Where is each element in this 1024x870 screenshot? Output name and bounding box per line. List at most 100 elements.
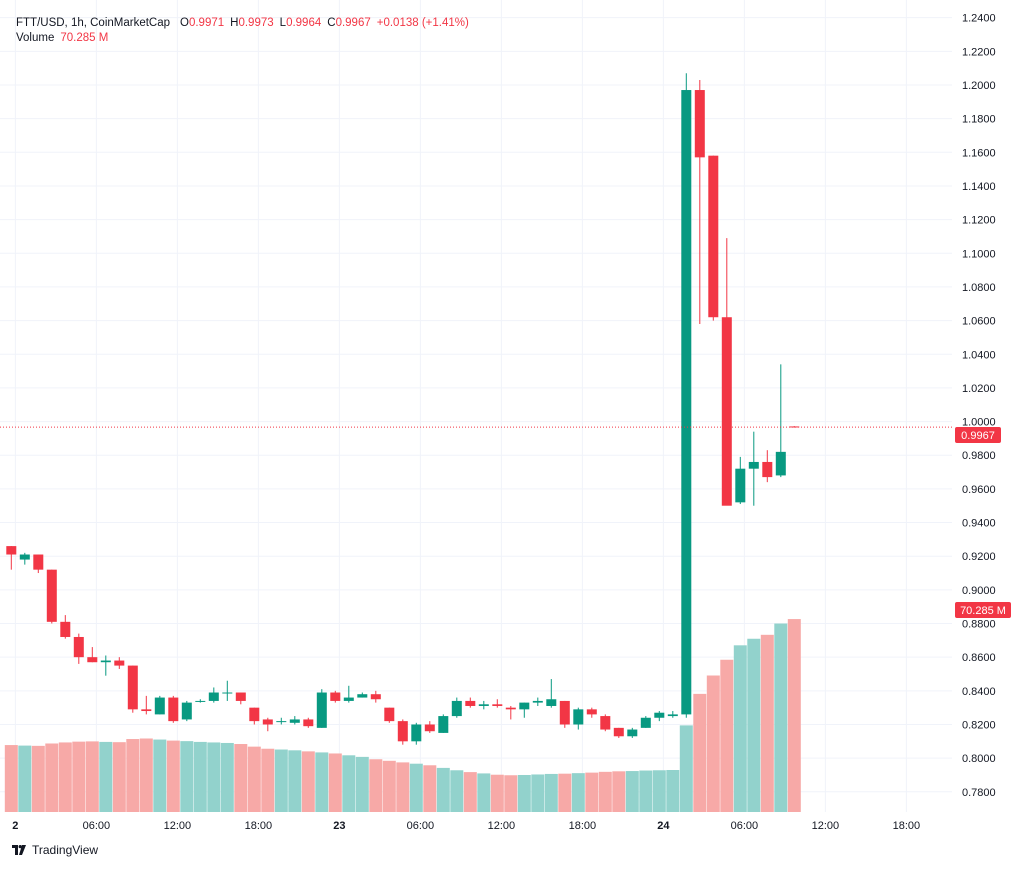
price-tag-bg (955, 427, 1001, 443)
candle-body (114, 660, 125, 666)
candle-body (343, 697, 354, 701)
open-label: O (180, 17, 189, 29)
candle-body (438, 716, 449, 733)
volume-bar (369, 759, 383, 812)
volume-bar (85, 741, 99, 812)
candle-body (748, 461, 759, 469)
volume-bar (652, 770, 666, 812)
volume-bar (787, 619, 801, 812)
volume-bar (679, 725, 693, 812)
candle-body (681, 90, 692, 715)
time-tick-label: 18:00 (569, 820, 597, 832)
time-axis[interactable]: 2 06:00 12:00 18:00 23 06:00 12:00 18:00 24 06:00… (12, 820, 920, 832)
candle-body (505, 707, 516, 710)
volume-bar (180, 741, 194, 812)
volume-bar (558, 773, 572, 812)
candle-body (249, 707, 260, 722)
volume-value: 70.285 M (60, 32, 109, 44)
time-tick-label: 18:00 (245, 820, 273, 832)
change-value: +0.0138 (+1.41%) (376, 17, 469, 29)
volume-bar (207, 742, 221, 812)
volume-bar (112, 742, 126, 812)
axis-tags: 0.9967 70.285 M (955, 427, 1011, 618)
low-label: L (279, 17, 287, 29)
candle-body (775, 451, 786, 476)
candle-body (411, 724, 422, 742)
candle-body (559, 700, 570, 725)
volume-bar (585, 772, 599, 812)
price-tick-label: 1.1800 (962, 114, 996, 126)
candle-body (235, 692, 246, 701)
volume-bar (126, 739, 140, 812)
candle-body (424, 724, 435, 732)
candle-body (492, 704, 503, 706)
candle-body (46, 569, 57, 622)
volume-bar (490, 774, 504, 812)
volume-bar (153, 739, 167, 812)
volume-label[interactable]: Volume (16, 32, 55, 44)
candle-body (600, 716, 611, 730)
volume-bar (99, 741, 113, 812)
volume-bar (639, 770, 653, 812)
candle-body (303, 719, 314, 727)
candle-body (60, 621, 71, 637)
candle-body (222, 692, 233, 694)
high-value: 0.9973 (238, 17, 274, 29)
price-tick-label: 0.8800 (962, 619, 996, 631)
volume-bar (612, 771, 626, 812)
ohlc-row: FTT/USD, 1h, CoinMarketCap O 0.9971 H 0.… (16, 16, 469, 31)
time-tick-label: 23 (333, 820, 345, 832)
price-tick-label: 0.9200 (962, 551, 996, 563)
candle-body (181, 702, 192, 720)
volume-bar (693, 693, 707, 812)
symbol-title[interactable]: FTT/USD, 1h, CoinMarketCap (16, 17, 171, 29)
price-tag: 0.9967 (961, 430, 995, 442)
price-tick-label: 1.0800 (962, 282, 996, 294)
price-tick-label: 0.8400 (962, 686, 996, 698)
volume-bar (733, 645, 747, 812)
price-tick-label: 0.7800 (962, 787, 996, 799)
price-axis[interactable]: 1.2400 1.2200 1.2000 1.1800 1.1600 1.1400 1.12… (962, 13, 996, 799)
candle-body (370, 694, 381, 700)
price-tick-label: 1.1200 (962, 215, 996, 227)
volume-bar (450, 770, 464, 812)
volume-bar (463, 772, 477, 812)
candle-body (586, 709, 597, 715)
volume-bar (166, 740, 180, 812)
price-tick-label: 1.0200 (962, 383, 996, 395)
volume-tag: 70.285 M (960, 605, 1006, 617)
candle-body (573, 709, 584, 725)
volume-bar (301, 751, 315, 812)
volume-bar (720, 659, 734, 812)
candle-body (208, 692, 219, 701)
candle-body (262, 719, 273, 725)
volume-bar (288, 750, 302, 812)
candle-body (613, 727, 624, 737)
volume-bar (315, 752, 329, 812)
volume-row: Volume 70.285 M (16, 31, 469, 46)
candle-body (708, 155, 719, 318)
price-tick-label: 1.2200 (962, 46, 996, 58)
candle-body (276, 721, 287, 723)
low-value: 0.9964 (286, 17, 322, 29)
price-tick-label: 1.1600 (962, 147, 996, 159)
volume-bar (18, 745, 32, 812)
volume-bar (760, 634, 774, 812)
volume-bar (423, 765, 437, 812)
volume-bar (45, 743, 59, 812)
volume-bar (504, 775, 518, 812)
candle-body (546, 699, 557, 706)
price-tick-label: 1.1000 (962, 248, 996, 260)
tradingview-branding[interactable]: TradingView (12, 843, 98, 857)
price-tick-label: 0.8200 (962, 719, 996, 731)
candle-body (694, 90, 705, 158)
candle-body (6, 546, 17, 555)
volume-bar (436, 767, 450, 812)
volume-bar (261, 748, 275, 812)
candle-body (73, 636, 84, 658)
candle-body (127, 665, 138, 710)
volume-bar (625, 771, 639, 812)
candle-body (316, 692, 327, 728)
